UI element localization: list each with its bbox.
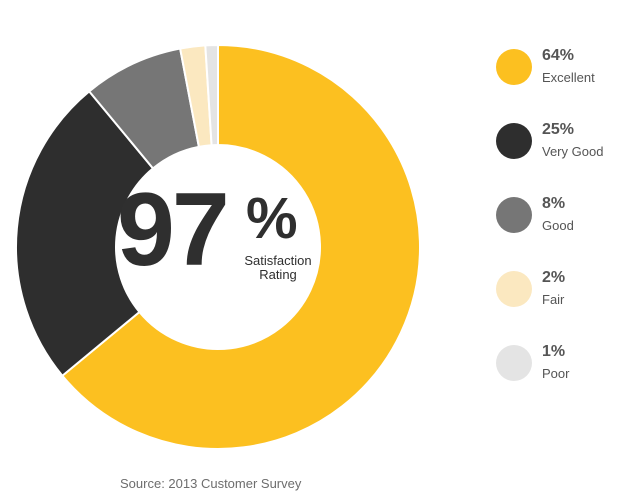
legend-item-very-good: 25% Very Good (496, 121, 623, 195)
legend-percent-good: 8% (542, 195, 566, 212)
donut-slice-very-good (15, 89, 155, 378)
legend-swatch-fair (496, 271, 532, 307)
center-value: 97 (117, 172, 230, 288)
legend-label-very-good: Very Good (542, 144, 604, 159)
center-percent-symbol: % (246, 186, 298, 251)
legend-label-poor: Poor (542, 366, 570, 381)
legend-percent-excellent: 64% (542, 47, 575, 64)
legend-label-fair: Fair (542, 292, 565, 307)
legend-percent-poor: 1% (542, 343, 566, 360)
legend-swatch-poor (496, 345, 532, 381)
donut-slice-poor (204, 43, 219, 147)
legend-swatch-excellent (496, 49, 532, 85)
legend-percent-fair: 2% (542, 269, 566, 286)
legend-label-good: Good (542, 218, 574, 233)
source-note: Source: 2013 Customer Survey (120, 476, 302, 491)
center-caption: Satisfaction Rating (244, 253, 312, 282)
legend-item-excellent: 64% Excellent (496, 47, 623, 121)
legend-label-excellent: Excellent (542, 70, 595, 85)
chart-legend: 64% Excellent 25% Very Good 8% Good 2% Fair 1% Po… (496, 47, 623, 417)
legend-item-good: 8% Good (496, 195, 623, 269)
legend-percent-very-good: 25% (542, 121, 575, 138)
legend-swatch-very-good (496, 123, 532, 159)
legend-item-fair: 2% Fair (496, 269, 623, 343)
legend-item-poor: 1% Poor (496, 343, 623, 417)
donut-slice-excellent (60, 43, 421, 450)
donut-chart (15, 43, 421, 450)
legend-swatch-good (496, 197, 532, 233)
